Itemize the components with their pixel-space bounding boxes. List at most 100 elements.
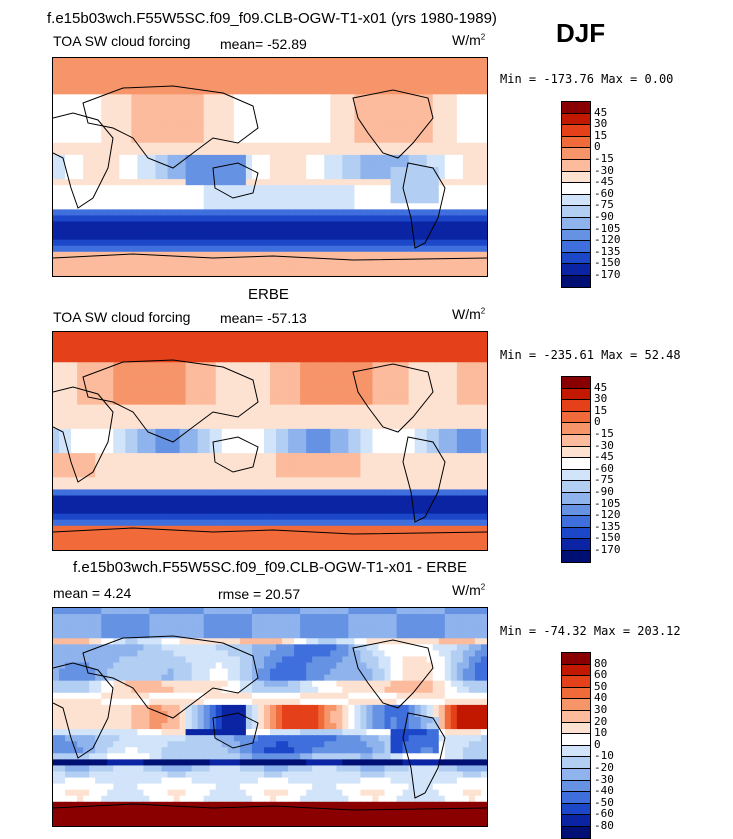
heatmap-cell	[162, 222, 169, 229]
heatmap-cell	[137, 167, 144, 174]
heatmap-cell	[312, 215, 319, 222]
heatmap-cell	[354, 125, 361, 132]
heatmap-cell	[463, 113, 470, 120]
heatmap-cell	[143, 88, 150, 95]
heatmap-cell	[451, 356, 458, 363]
panel1-stat-value: -52.89	[267, 36, 307, 52]
heatmap-cell	[149, 100, 156, 107]
heatmap-cell	[300, 222, 307, 229]
heatmap-cell	[119, 465, 126, 472]
heatmap-cell	[409, 465, 416, 472]
heatmap-cell	[186, 465, 193, 472]
heatmap-cell	[469, 423, 476, 430]
heatmap-cell	[481, 471, 487, 478]
heatmap-cell	[282, 82, 289, 89]
heatmap-cell	[385, 459, 392, 466]
heatmap-cell	[481, 125, 487, 132]
heatmap-cell	[125, 149, 132, 156]
heatmap-cell	[234, 113, 241, 120]
heatmap-cell	[113, 393, 120, 400]
heatmap-cell	[366, 356, 373, 363]
heatmap-cell	[186, 70, 193, 77]
heatmap-cell	[228, 100, 235, 107]
heatmap-cell	[306, 82, 313, 89]
heatmap-cell	[228, 173, 235, 180]
heatmap-cell	[89, 399, 96, 406]
heatmap-cell	[336, 58, 343, 65]
heatmap-cell	[198, 338, 205, 345]
heatmap-cell	[276, 423, 283, 430]
heatmap-cell	[354, 222, 361, 229]
heatmap-cell	[155, 155, 162, 162]
heatmap-cell	[216, 58, 223, 65]
heatmap-cell	[372, 393, 379, 400]
heatmap-cell	[119, 149, 126, 156]
heatmap-cell	[131, 526, 138, 533]
heatmap-cell	[119, 270, 126, 276]
heatmap-cell	[379, 100, 386, 107]
heatmap-cell	[71, 429, 78, 436]
heatmap-cell	[246, 496, 253, 503]
heatmap-cell	[457, 106, 464, 113]
colorbar-swatch	[561, 275, 591, 288]
heatmap-cell	[71, 423, 78, 430]
heatmap-cell	[427, 465, 434, 472]
heatmap-cell	[427, 520, 434, 527]
heatmap-cell	[306, 514, 313, 521]
heatmap-cell	[168, 405, 175, 412]
heatmap-cell	[180, 508, 187, 515]
heatmap-cell	[137, 465, 144, 472]
heatmap-cell	[372, 161, 379, 168]
heatmap-cell	[336, 228, 343, 235]
heatmap-cell	[246, 258, 253, 265]
heatmap-cell	[379, 435, 386, 442]
heatmap-cell	[234, 131, 241, 138]
heatmap-cell	[324, 222, 331, 229]
heatmap-cell	[348, 459, 355, 466]
heatmap-cell	[409, 252, 416, 259]
heatmap-cell	[433, 270, 440, 276]
heatmap-cell	[174, 264, 181, 271]
heatmap-cell	[330, 185, 337, 192]
heatmap-cell	[143, 215, 150, 222]
heatmap-cell	[131, 64, 138, 71]
heatmap-cell	[433, 228, 440, 235]
heatmap-cell	[324, 344, 331, 351]
heatmap-cell	[415, 88, 422, 95]
heatmap-cell	[282, 350, 289, 357]
heatmap-cell	[210, 502, 217, 509]
heatmap-cell	[342, 161, 349, 168]
heatmap-cell	[457, 405, 464, 412]
heatmap-cell	[89, 106, 96, 113]
heatmap-cell	[433, 423, 440, 430]
heatmap-cell	[162, 477, 169, 484]
heatmap-cell	[65, 502, 72, 509]
heatmap-cell	[318, 113, 325, 120]
heatmap-cell	[385, 64, 392, 71]
heatmap-cell	[162, 270, 169, 276]
heatmap-cell	[300, 368, 307, 375]
heatmap-cell	[300, 264, 307, 271]
heatmap-cell	[113, 191, 120, 198]
heatmap-cell	[312, 387, 319, 394]
heatmap-cell	[216, 113, 223, 120]
heatmap-cell	[306, 441, 313, 448]
heatmap-cell	[439, 441, 446, 448]
heatmap-cell	[77, 514, 84, 521]
heatmap-cell	[65, 88, 72, 95]
heatmap-cell	[125, 94, 132, 101]
heatmap-cell	[354, 167, 361, 174]
heatmap-cell	[457, 447, 464, 454]
heatmap-cell	[354, 471, 361, 478]
heatmap-cell	[391, 447, 398, 454]
heatmap-cell	[324, 368, 331, 375]
heatmap-cell	[288, 270, 295, 276]
heatmap-cell	[318, 252, 325, 259]
heatmap-cell	[433, 502, 440, 509]
heatmap-cell	[469, 64, 476, 71]
heatmap-cell	[451, 374, 458, 381]
heatmap-cell	[348, 471, 355, 478]
heatmap-cell	[264, 270, 271, 276]
heatmap-cell	[89, 258, 96, 265]
heatmap-cell	[475, 374, 482, 381]
